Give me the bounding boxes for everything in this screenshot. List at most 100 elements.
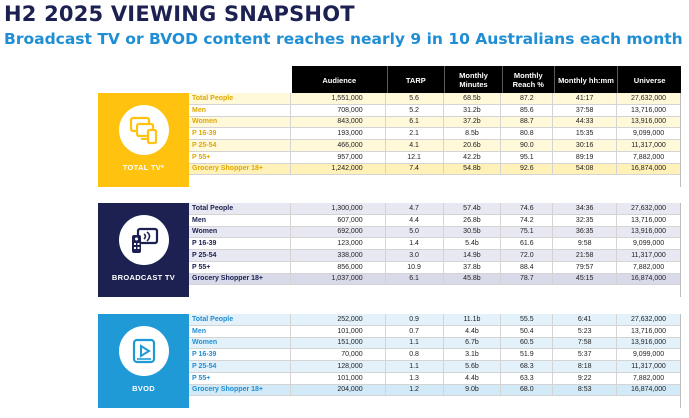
audience-value: 607,000 bbox=[289, 214, 385, 226]
monthly-minutes-value: 30.5b bbox=[442, 226, 501, 238]
monthly-minutes-value: 20.6b bbox=[442, 140, 501, 151]
header-universe: Universe bbox=[617, 66, 681, 94]
tarp-value: 4.4 bbox=[384, 214, 443, 226]
tarp-value: 6.1 bbox=[384, 116, 443, 128]
demographic-label: Women bbox=[192, 339, 218, 347]
badge-bvod: BVOD bbox=[98, 314, 189, 408]
tarp-value: 5.2 bbox=[384, 104, 443, 116]
universe-value: 11,317,000 bbox=[616, 361, 680, 372]
page-title: H2 2025 VIEWING SNAPSHOT bbox=[4, 2, 355, 26]
tarp-value: 1.2 bbox=[384, 384, 443, 396]
demographic-label: Women bbox=[192, 228, 218, 236]
badge-label: BROADCAST TV bbox=[111, 273, 176, 282]
universe-value: 9,099,000 bbox=[616, 238, 680, 249]
monthly-hhmm-value: 54:08 bbox=[552, 163, 616, 175]
audience-value: 338,000 bbox=[289, 250, 385, 261]
table-row: P 55+ 957,000 12.1 42.2b 95.1 89:19 7,882,000 bbox=[189, 151, 680, 164]
monthly-reach-value: 68.0 bbox=[500, 384, 552, 396]
audience-value: 692,000 bbox=[289, 226, 385, 238]
universe-value: 13,716,000 bbox=[616, 325, 680, 337]
tarp-value: 1.1 bbox=[384, 361, 443, 372]
header-monthly-minutes: Monthly Minutes bbox=[444, 66, 502, 94]
monthly-minutes-value: 14.9b bbox=[442, 250, 501, 261]
tarp-value: 1.1 bbox=[384, 337, 443, 349]
audience-value: 70,000 bbox=[289, 349, 385, 360]
audience-value: 204,000 bbox=[289, 384, 385, 396]
monthly-reach-value: 88.7 bbox=[500, 116, 552, 128]
demographic-label: P 16-39 bbox=[192, 130, 217, 138]
monthly-minutes-value: 9.0b bbox=[442, 384, 501, 396]
demographic-label: Men bbox=[192, 216, 206, 224]
demographic-label: Grocery Shopper 18+ bbox=[192, 386, 264, 394]
header-monthly-reach: Monthly Reach % bbox=[501, 66, 554, 94]
monthly-hhmm-value: 32:35 bbox=[552, 214, 616, 226]
demographic-label: Total People bbox=[192, 204, 234, 212]
tarp-value: 12.1 bbox=[384, 151, 443, 163]
tarp-value: 5.0 bbox=[384, 226, 443, 238]
monthly-hhmm-value: 9:22 bbox=[552, 372, 616, 384]
tv-remote-icon bbox=[118, 215, 169, 265]
monthly-minutes-value: 68.5b bbox=[442, 93, 501, 104]
demographic-label: Men bbox=[192, 106, 206, 114]
table-row: P 25-54 338,000 3.0 14.9b 72.0 21:58 11,317,00… bbox=[189, 250, 680, 262]
table-row: Grocery Shopper 18+ 1,037,000 6.1 45.8b 78.7… bbox=[189, 273, 680, 286]
universe-value: 27,632,000 bbox=[616, 93, 680, 104]
tarp-value: 0.8 bbox=[384, 349, 443, 360]
monthly-reach-value: 63.3 bbox=[500, 372, 552, 384]
monthly-minutes-value: 37.8b bbox=[442, 261, 501, 273]
audience-value: 856,000 bbox=[289, 261, 385, 273]
monthly-reach-value: 74.6 bbox=[500, 203, 552, 214]
rows-bvod: Total People 252,000 0.9 11.1b 55.5 6:41 27,63… bbox=[189, 314, 681, 408]
audience-value: 843,000 bbox=[289, 116, 385, 128]
monthly-hhmm-value: 89:19 bbox=[552, 151, 616, 163]
badge-broadcast-tv: BROADCAST TV bbox=[98, 203, 189, 297]
header-audience: Audience bbox=[322, 75, 357, 85]
table-row: P 55+ 856,000 10.9 37.8b 88.4 79:57 7,882,000 bbox=[189, 261, 680, 274]
monthly-hhmm-value: 30:16 bbox=[552, 140, 616, 151]
demographic-label: P 25-54 bbox=[192, 251, 217, 259]
universe-value: 11,317,000 bbox=[616, 250, 680, 261]
table-row: Men 607,000 4.4 26.8b 74.2 32:35 13,716,000 bbox=[189, 214, 680, 227]
page-subtitle: Broadcast TV or BVOD content reaches nea… bbox=[4, 30, 683, 48]
demographic-label: Total People bbox=[192, 315, 234, 323]
monthly-reach-value: 72.0 bbox=[500, 250, 552, 261]
monthly-hhmm-value: 34:36 bbox=[552, 203, 616, 214]
tarp-value: 1.3 bbox=[384, 372, 443, 384]
demographic-label: P 55+ bbox=[192, 153, 211, 161]
monthly-reach-value: 68.3 bbox=[500, 361, 552, 372]
monthly-hhmm-value: 44:33 bbox=[552, 116, 616, 128]
monthly-minutes-value: 26.8b bbox=[442, 214, 501, 226]
universe-value: 7,882,000 bbox=[616, 151, 680, 163]
group-total-tv: TOTAL TV* Total People 1,551,000 5.6 68.5b 8… bbox=[98, 93, 681, 187]
monthly-reach-value: 95.1 bbox=[500, 151, 552, 163]
audience-value: 1,037,000 bbox=[289, 273, 385, 285]
monthly-minutes-value: 4.4b bbox=[442, 372, 501, 384]
monthly-reach-value: 55.5 bbox=[500, 314, 552, 325]
monthly-minutes-value: 57.4b bbox=[442, 203, 501, 214]
monthly-minutes-value: 45.8b bbox=[442, 273, 501, 285]
monthly-hhmm-value: 8:53 bbox=[552, 384, 616, 396]
monthly-reach-value: 90.0 bbox=[500, 140, 552, 151]
demographic-label: P 16-39 bbox=[192, 351, 217, 359]
badge-label: BVOD bbox=[132, 384, 155, 393]
monthly-hhmm-value: 15:35 bbox=[552, 128, 616, 139]
monthly-reach-value: 80.8 bbox=[500, 128, 552, 139]
monthly-hhmm-value: 37:58 bbox=[552, 104, 616, 116]
screens-icon bbox=[118, 105, 169, 155]
audience-value: 151,000 bbox=[289, 337, 385, 349]
table-row: Total People 1,551,000 5.6 68.5b 87.2 41:17 27… bbox=[189, 93, 680, 105]
audience-value: 1,300,000 bbox=[289, 203, 385, 214]
monthly-minutes-value: 4.4b bbox=[442, 325, 501, 337]
table-row: Grocery Shopper 18+ 1,242,000 7.4 54.8b 92.6… bbox=[189, 163, 680, 176]
monthly-hhmm-value: 6:41 bbox=[552, 314, 616, 325]
monthly-reach-value: 60.5 bbox=[500, 337, 552, 349]
audience-value: 252,000 bbox=[289, 314, 385, 325]
table-row: Total People 1,300,000 4.7 57.4b 74.6 34:36 27… bbox=[189, 203, 680, 215]
monthly-minutes-value: 5.6b bbox=[442, 361, 501, 372]
rows-total-tv: Total People 1,551,000 5.6 68.5b 87.2 41:17 27… bbox=[189, 93, 681, 187]
universe-value: 7,882,000 bbox=[616, 372, 680, 384]
monthly-hhmm-value: 41:17 bbox=[552, 93, 616, 104]
monthly-minutes-value: 42.2b bbox=[442, 151, 501, 163]
table-row: Grocery Shopper 18+ 204,000 1.2 9.0b 68.0 8:5… bbox=[189, 384, 680, 397]
audience-value: 466,000 bbox=[289, 140, 385, 151]
